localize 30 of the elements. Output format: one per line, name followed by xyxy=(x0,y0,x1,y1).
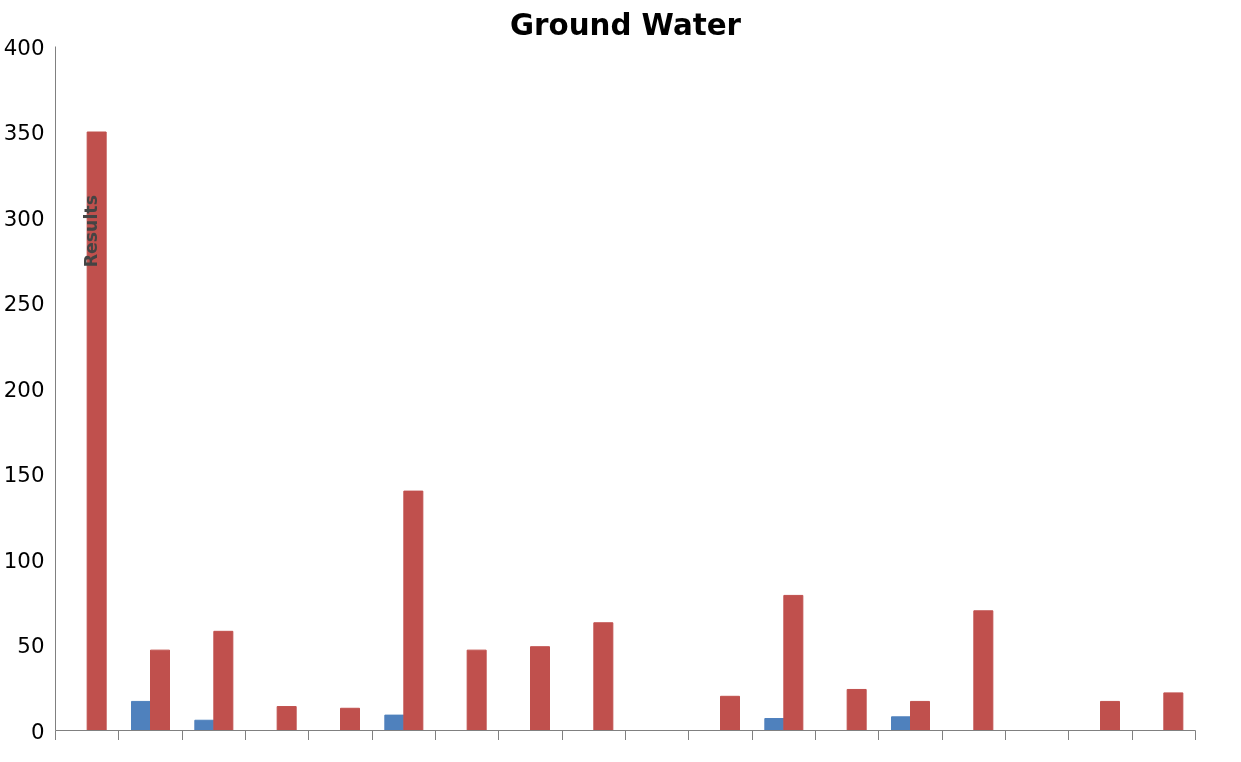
y-axis-title: Results xyxy=(80,195,101,268)
bar xyxy=(1100,700,1120,731)
chart-title: Ground Water xyxy=(509,7,742,42)
bar xyxy=(530,646,550,731)
bar xyxy=(910,700,930,731)
bar xyxy=(1163,692,1184,731)
bar xyxy=(764,718,785,731)
bar xyxy=(403,490,424,731)
y-tick-label: 100 xyxy=(3,547,45,573)
y-tick-label: 400 xyxy=(3,34,45,60)
y-tick-label: 350 xyxy=(3,120,45,145)
bar xyxy=(846,688,867,731)
bar xyxy=(384,714,405,731)
y-tick-label: 150 xyxy=(3,462,45,487)
bar xyxy=(593,622,614,731)
bar xyxy=(131,700,151,731)
bar xyxy=(973,610,994,731)
bar xyxy=(213,630,234,731)
y-tick-label: 200 xyxy=(3,376,45,402)
y-tick-label: 0 xyxy=(30,718,45,744)
y-tick-label: 250 xyxy=(3,291,45,316)
bar xyxy=(720,695,740,731)
y-tick-label: 50 xyxy=(17,633,45,658)
bar xyxy=(466,649,487,731)
bar xyxy=(783,594,804,731)
bar xyxy=(276,706,297,731)
bar xyxy=(150,649,170,731)
bar xyxy=(891,716,911,731)
y-tick-label: 300 xyxy=(3,205,45,231)
bar xyxy=(340,707,360,731)
